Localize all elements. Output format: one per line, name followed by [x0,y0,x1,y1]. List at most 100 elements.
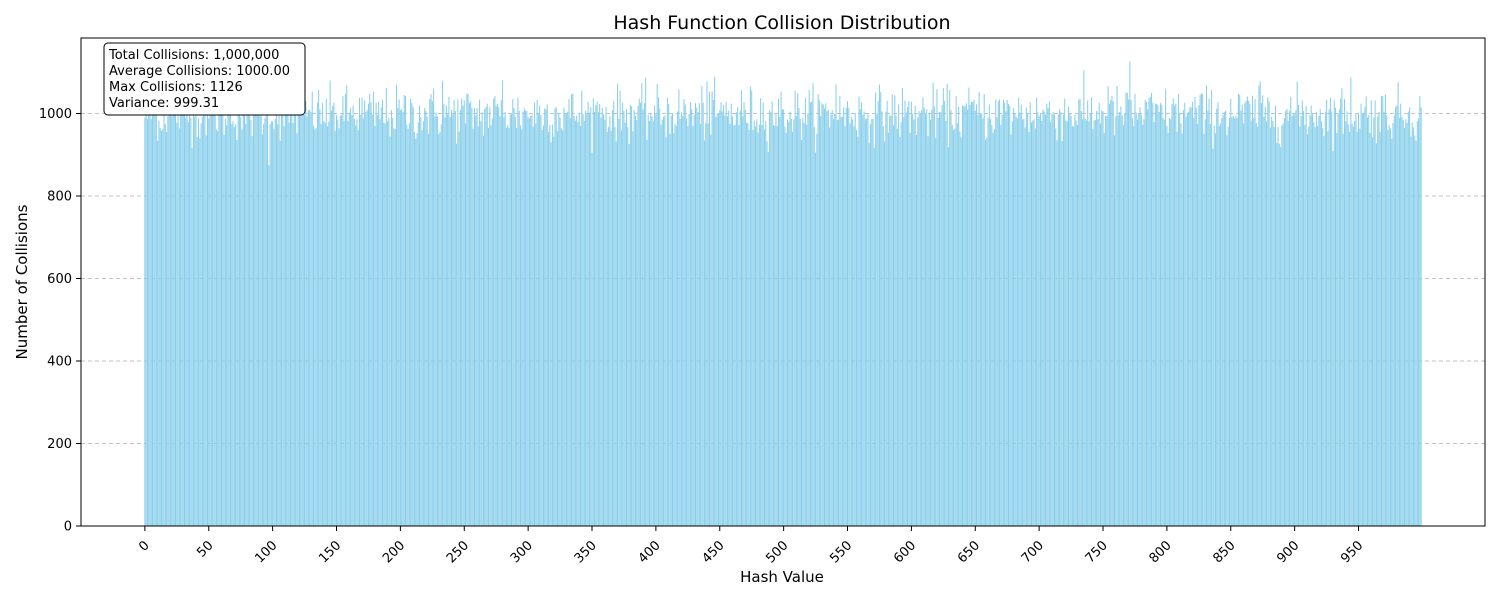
bar-541 [835,84,837,526]
bar-338 [576,115,578,526]
bar-59 [219,104,221,527]
bar-575 [878,84,880,526]
bar-601 [912,113,914,526]
bar-423 [684,104,686,527]
bar-329 [564,113,566,527]
bar-370 [617,83,619,527]
chart-title: Hash Function Collision Distribution [613,12,950,34]
bar-176 [369,93,371,526]
bar-906 [1301,100,1303,526]
bar-27 [178,128,180,526]
bar-263 [480,121,482,526]
bar-243 [454,111,456,526]
bar-273 [493,98,495,527]
bar-792 [1156,104,1158,526]
bar-343 [582,114,584,526]
bar-638 [959,131,961,526]
bar-572 [875,92,877,527]
bar-854 [1235,115,1237,526]
bar-91 [260,104,262,526]
bar-747 [1098,102,1100,526]
bar-657 [983,94,985,526]
bar-323 [557,131,559,526]
bar-988 [1406,122,1408,526]
bar-500 [783,109,785,527]
bar-857 [1239,94,1241,527]
bar-443 [710,134,712,526]
bar-619 [935,137,937,526]
bar-54 [213,100,215,527]
bar-921 [1320,121,1322,526]
bar-89 [258,99,260,526]
bar-891 [1282,123,1284,527]
bar-944 [1350,77,1352,526]
bar-702 [1041,120,1043,527]
bar-296 [522,111,524,526]
bar-861 [1244,103,1246,526]
bar-137 [319,109,321,527]
bar-253 [467,94,469,526]
bar-309 [539,105,541,526]
bar-129 [309,109,311,526]
bar-278 [499,116,501,526]
bar-8 [154,108,156,526]
bar-419 [679,118,681,526]
bar-44 [200,123,202,527]
bar-377 [625,108,628,527]
bar-311 [541,129,543,526]
bar-549 [845,107,847,526]
bar-986 [1404,127,1406,526]
bar-961 [1372,137,1374,526]
bar-231 [439,132,441,526]
bar-223 [429,99,431,526]
bar-413 [671,113,674,526]
bar-751 [1103,132,1105,526]
bar-882 [1271,116,1273,526]
bar-20 [169,101,171,527]
bar-646 [969,104,971,526]
bar-645 [968,87,970,526]
bar-825 [1198,105,1200,526]
bar-210 [412,106,414,526]
bar-342 [581,90,583,526]
bar-92 [261,134,263,526]
bar-434 [698,103,700,526]
bar-48 [205,135,207,527]
bar-61 [222,93,224,526]
bar-924 [1324,111,1326,527]
bar-939 [1343,99,1345,526]
bar-425 [687,125,689,527]
bar-642 [964,105,966,526]
bar-464 [737,106,739,526]
bar-976 [1391,138,1393,526]
y-axis-ticks: 0 200 400 600 800 1000 [39,107,81,535]
bar-686 [1020,104,1022,527]
bar-508 [793,119,795,526]
bar-469 [743,101,745,526]
bar-547 [843,107,845,527]
bar-135 [316,102,318,526]
bar-322 [555,106,557,526]
bar-695 [1032,120,1034,527]
bar-510 [795,115,797,526]
bar-844 [1222,114,1224,527]
bar-70 [233,127,235,526]
bar-390 [642,109,644,527]
bar-739 [1088,121,1090,526]
bar-761 [1116,85,1118,526]
bar-596 [905,112,907,526]
bar-762 [1117,115,1119,526]
bar-324 [558,113,560,527]
bar-261 [477,126,479,527]
bar-700 [1038,116,1040,526]
bar-168 [358,97,361,527]
bar-517 [804,98,806,527]
bar-671 [1001,114,1003,527]
bar-883 [1272,120,1274,527]
bar-946 [1352,126,1354,527]
bar-968 [1381,95,1383,527]
bar-654 [979,113,981,526]
bar-889 [1280,146,1282,527]
bar-18 [167,116,169,526]
bar-266 [484,108,486,527]
